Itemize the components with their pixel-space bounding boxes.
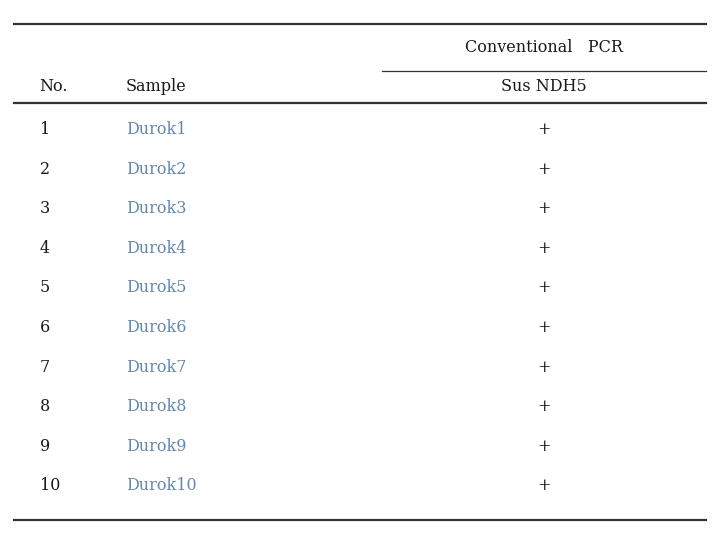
Text: Durok9: Durok9 [126, 438, 186, 455]
Text: +: + [537, 319, 550, 336]
Text: 10: 10 [40, 477, 60, 494]
Text: +: + [537, 398, 550, 415]
Text: 4: 4 [40, 240, 50, 257]
Text: +: + [537, 438, 550, 455]
Text: Durok1: Durok1 [126, 121, 186, 138]
Text: Durok4: Durok4 [126, 240, 186, 257]
Text: 3: 3 [40, 200, 50, 217]
Text: Durok5: Durok5 [126, 279, 186, 296]
Text: Durok8: Durok8 [126, 398, 186, 415]
Text: Durok3: Durok3 [126, 200, 186, 217]
Text: +: + [537, 279, 550, 296]
Text: +: + [537, 477, 550, 494]
Text: 5: 5 [40, 279, 50, 296]
Text: 2: 2 [40, 160, 50, 178]
Text: Durok6: Durok6 [126, 319, 186, 336]
Text: +: + [537, 160, 550, 178]
Text: 9: 9 [40, 438, 50, 455]
Text: Durok10: Durok10 [126, 477, 197, 494]
Text: +: + [537, 240, 550, 257]
Text: Durok2: Durok2 [126, 160, 186, 178]
Text: Durok7: Durok7 [126, 358, 186, 376]
Text: Sus NDH5: Sus NDH5 [500, 78, 587, 95]
Text: Conventional   PCR: Conventional PCR [464, 39, 623, 56]
Text: 1: 1 [40, 121, 50, 138]
Text: No.: No. [40, 78, 68, 95]
Text: 6: 6 [40, 319, 50, 336]
Text: +: + [537, 358, 550, 376]
Text: Sample: Sample [126, 78, 186, 95]
Text: +: + [537, 200, 550, 217]
Text: 7: 7 [40, 358, 50, 376]
Text: +: + [537, 121, 550, 138]
Text: 8: 8 [40, 398, 50, 415]
